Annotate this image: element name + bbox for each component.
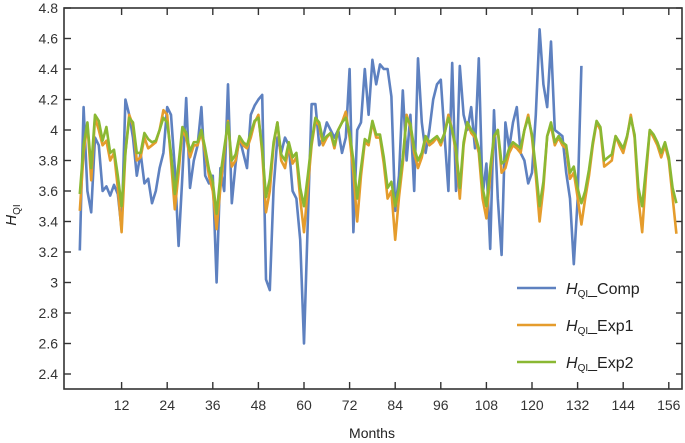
y-tick-label: 4.6 [39,31,59,47]
x-tick-label: 132 [566,397,590,413]
legend-label: HQI_Comp [566,281,640,300]
legend: HQI_Comp HQI_Exp1 HQI_Exp2 [505,270,675,380]
x-tick-label: 12 [114,397,130,413]
x-tick-label: 156 [657,397,681,413]
x-tick-label: 36 [205,397,221,413]
x-tick-label: 96 [433,397,449,413]
y-tick-label: 3.6 [39,183,59,199]
y-tick-label: 2.8 [39,305,59,321]
x-tick-label: 24 [159,397,175,413]
x-tick-label: 108 [475,397,499,413]
series-line-comp [78,27,583,345]
y-tick-label: 4.4 [39,61,59,77]
legend-label: HQI_Exp2 [566,355,634,374]
x-axis-label: Months [349,425,395,441]
y-axis-label: HQI [3,204,23,225]
y-tick-label: 4.8 [39,0,59,16]
plot-frame [63,7,683,390]
legend-label: HQI_Exp1 [566,318,634,337]
x-tick-label: 120 [520,397,544,413]
y-tick-label: 2.4 [39,366,59,382]
y-tick-label: 3.8 [39,153,59,169]
y-tick-label: 3.2 [39,244,59,260]
y-tick-label: 3.4 [39,214,59,230]
y-tick-label: 4.2 [39,92,59,108]
series-line-exp2 [78,113,678,216]
y-axis: 2.4 2.6 2.8 3 3.2 3.4 3.6 3.8 4 4.2 4.4 4.6 4.8 [39,0,682,382]
svg-text:HQI: HQI [3,204,23,225]
x-tick-label: 60 [296,397,312,413]
y-tick-label: 4 [50,122,58,138]
x-tick-label: 48 [251,397,267,413]
y-tick-label: 3 [50,275,58,291]
plot-series [78,27,678,345]
x-tick-label: 144 [612,397,636,413]
x-tick-label: 84 [387,397,403,413]
x-tick-label: 72 [342,397,358,413]
x-axis: 12 24 36 48 60 72 84 96 108 120 132 144 156 [114,8,681,413]
y-tick-label: 2.6 [39,336,59,352]
